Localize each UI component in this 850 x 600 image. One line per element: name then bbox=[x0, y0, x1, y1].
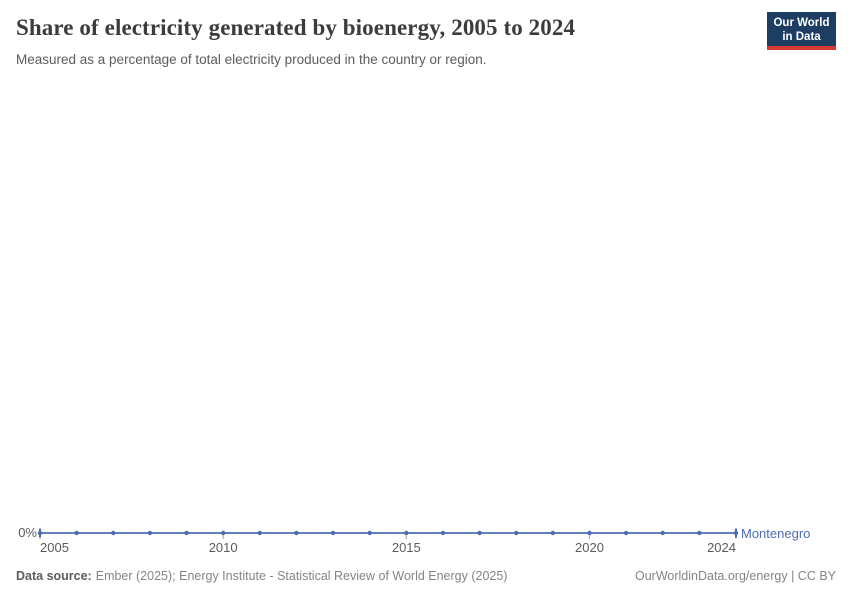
data-point bbox=[147, 530, 153, 536]
page-subtitle: Measured as a percentage of total electr… bbox=[16, 52, 487, 67]
data-point bbox=[623, 530, 629, 536]
x-axis-tick-label: 2010 bbox=[208, 540, 238, 555]
data-point bbox=[477, 530, 482, 536]
data-point bbox=[660, 530, 665, 536]
owid-logo[interactable]: Our World in Data bbox=[767, 12, 836, 50]
data-source-label: Data source: bbox=[16, 569, 92, 583]
x-axis-tick-label: 2015 bbox=[391, 540, 421, 555]
x-axis-tick-label: 2024 bbox=[707, 540, 736, 555]
data-point bbox=[733, 530, 739, 536]
logo-line-2: in Data bbox=[782, 31, 821, 43]
data-point bbox=[697, 530, 702, 536]
data-point bbox=[220, 530, 226, 536]
data-source-value: Ember (2025); Energy Institute - Statist… bbox=[95, 569, 508, 583]
logo-line-1: Our World bbox=[773, 17, 830, 29]
data-point bbox=[587, 530, 592, 536]
data-point bbox=[514, 530, 519, 536]
data-point bbox=[550, 530, 556, 536]
data-point bbox=[257, 530, 262, 536]
data-point bbox=[367, 530, 372, 536]
data-point bbox=[184, 530, 189, 536]
x-axis-tick-label: 2005 bbox=[40, 540, 69, 555]
data-point bbox=[111, 530, 116, 536]
data-point bbox=[37, 530, 43, 536]
data-point bbox=[330, 530, 336, 536]
x-axis-tick-label: 2020 bbox=[575, 540, 604, 555]
chart-footer: Data source: Ember (2025); Energy Institu… bbox=[16, 569, 836, 583]
data-point bbox=[404, 530, 409, 536]
y-axis-zero-tick-label: 0% bbox=[18, 525, 37, 540]
data-point bbox=[294, 530, 299, 536]
data-point bbox=[440, 530, 446, 536]
page-title: Share of electricity generated by bioene… bbox=[16, 15, 576, 40]
entity-label-montenegro[interactable]: Montenegro bbox=[741, 526, 811, 541]
data-source-note: Data source: Ember (2025); Energy Institu… bbox=[16, 569, 507, 583]
data-point bbox=[74, 530, 79, 536]
owid-link[interactable]: OurWorldinData.org/energy | CC BY bbox=[634, 569, 836, 583]
